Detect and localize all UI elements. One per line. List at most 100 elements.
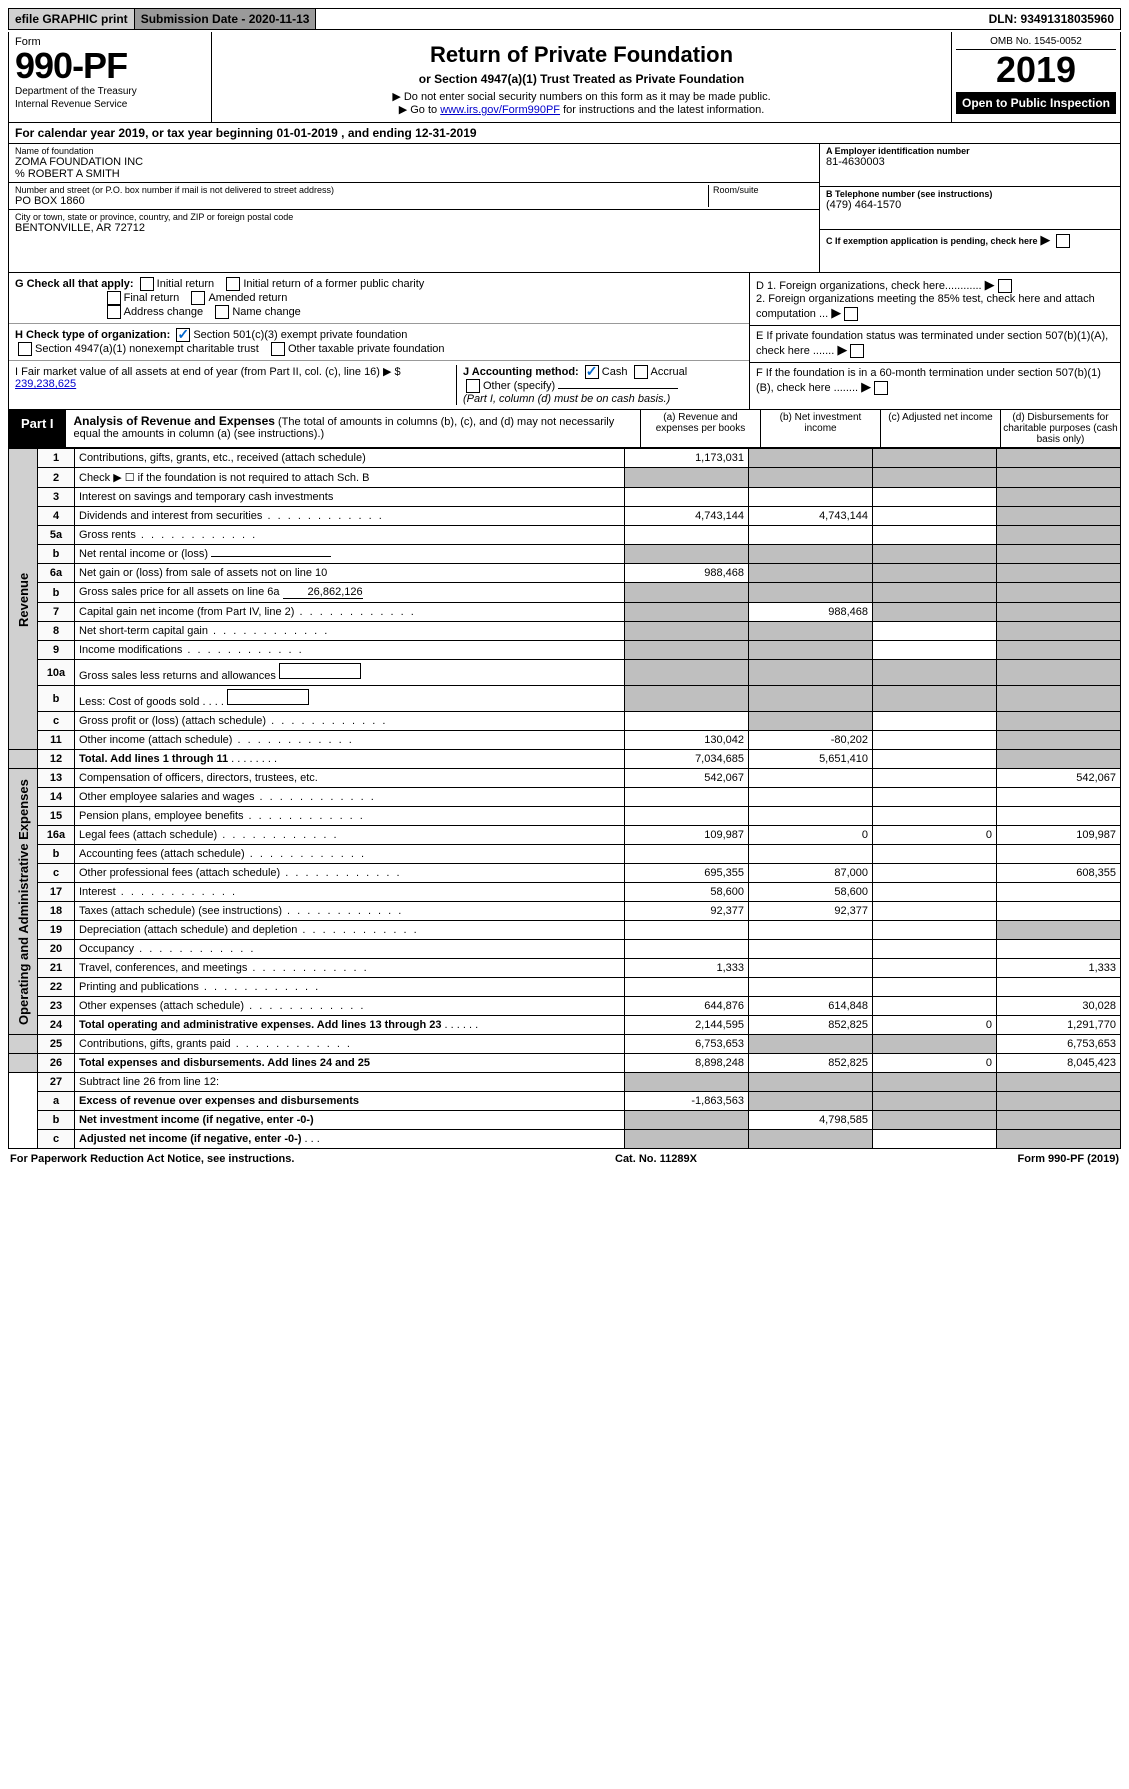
f-label: F If the foundation is in a 60-month ter… [756, 367, 1101, 394]
e-checkbox[interactable] [850, 344, 864, 358]
expenses-side-label: Operating and Administrative Expenses [9, 769, 38, 1035]
telephone: (479) 464-1570 [826, 199, 1114, 211]
col-d-header: (d) Disbursements for charitable purpose… [1000, 410, 1120, 447]
table-row: 7 Capital gain net income (from Part IV,… [9, 603, 1121, 622]
i-label: I Fair market value of all assets at end… [15, 366, 401, 378]
g-opt-2: Final return [124, 292, 180, 304]
table-row: 14 Other employee salaries and wages [9, 788, 1121, 807]
cash-checkbox[interactable] [585, 365, 599, 379]
amt-b [749, 449, 873, 468]
initial-return-checkbox[interactable] [140, 277, 154, 291]
tax-year: 2019 [956, 50, 1116, 90]
form-title-block: Return of Private Foundation or Section … [212, 32, 952, 122]
address-change-checkbox[interactable] [107, 305, 121, 319]
table-row: 21 Travel, conferences, and meetings 1,3… [9, 959, 1121, 978]
table-row: 19 Depreciation (attach schedule) and de… [9, 921, 1121, 940]
fmv-value[interactable]: 239,238,625 [15, 378, 76, 390]
table-row: 25 Contributions, gifts, grants paid 6,7… [9, 1035, 1121, 1054]
table-row: b Gross sales price for all assets on li… [9, 583, 1121, 603]
d2-label: 2. Foreign organizations meeting the 85%… [756, 293, 1095, 320]
g-opt-3: Amended return [208, 292, 287, 304]
checks-section: G Check all that apply: Initial return I… [8, 273, 1121, 410]
table-row: 10a Gross sales less returns and allowan… [9, 660, 1121, 686]
j-cash: Cash [602, 366, 628, 378]
g-opt-0: Initial return [157, 278, 214, 290]
open-to-public: Open to Public Inspection [956, 92, 1116, 114]
d2-checkbox[interactable] [844, 307, 858, 321]
dept-line2: Internal Revenue Service [15, 99, 205, 110]
revenue-side-label: Revenue [9, 449, 38, 750]
h-opt-3: Other taxable private foundation [288, 343, 445, 355]
address: PO BOX 1860 [15, 195, 708, 207]
table-row: 6a Net gain or (loss) from sale of asset… [9, 564, 1121, 583]
part1-header: Part I Analysis of Revenue and Expenses … [8, 410, 1121, 448]
entity-info: Name of foundation ZOMA FOUNDATION INC %… [8, 144, 1121, 273]
final-return-checkbox[interactable] [107, 291, 121, 305]
submission-date: Submission Date - 2020-11-13 [135, 9, 317, 29]
year-block: OMB No. 1545-0052 2019 Open to Public In… [952, 32, 1120, 122]
4947-checkbox[interactable] [18, 342, 32, 356]
part1-tab: Part I [9, 410, 66, 447]
part1-table: Revenue 1 Contributions, gifts, grants, … [8, 448, 1121, 1149]
h-label: H Check type of organization: [15, 329, 170, 341]
other-taxable-checkbox[interactable] [271, 342, 285, 356]
accrual-checkbox[interactable] [634, 365, 648, 379]
ein-label: A Employer identification number [826, 146, 1114, 156]
table-row: 26 Total expenses and disbursements. Add… [9, 1054, 1121, 1073]
amt-d [997, 449, 1121, 468]
table-row: Operating and Administrative Expenses 13… [9, 769, 1121, 788]
c-checkbox[interactable] [1056, 234, 1070, 248]
g-opt-1: Initial return of a former public charit… [243, 278, 424, 290]
g-opt-5: Name change [232, 306, 301, 318]
amt-a: 1,173,031 [625, 449, 749, 468]
j-note: (Part I, column (d) must be on cash basi… [463, 393, 670, 405]
g-label: G Check all that apply: [15, 278, 134, 290]
calendar-year-line: For calendar year 2019, or tax year begi… [8, 123, 1121, 144]
instructions-link[interactable]: www.irs.gov/Form990PF [440, 104, 560, 116]
h-opt-1: Section 501(c)(3) exempt private foundat… [193, 329, 407, 341]
tel-label: B Telephone number (see instructions) [826, 189, 1114, 199]
form-header: Form 990-PF Department of the Treasury I… [8, 32, 1121, 123]
dln: DLN: 93491318035960 [983, 9, 1120, 29]
address-label: Number and street (or P.O. box number if… [15, 185, 708, 195]
table-row: 22 Printing and publications [9, 978, 1121, 997]
col-c-header: (c) Adjusted net income [880, 410, 1000, 447]
table-row: 24 Total operating and administrative ex… [9, 1016, 1121, 1035]
d1-checkbox[interactable] [998, 279, 1012, 293]
other-method-checkbox[interactable] [466, 379, 480, 393]
room-label: Room/suite [713, 185, 813, 195]
efile-label: efile GRAPHIC print [9, 9, 135, 29]
501c3-checkbox[interactable] [176, 328, 190, 342]
d1-label: D 1. Foreign organizations, check here..… [756, 280, 982, 292]
col-b-header: (b) Net investment income [760, 410, 880, 447]
footer-left: For Paperwork Reduction Act Notice, see … [10, 1153, 294, 1165]
table-row: 2 Check ▶ ☐ if the foundation is not req… [9, 468, 1121, 488]
ssn-warning: ▶ Do not enter social security numbers o… [392, 91, 770, 103]
top-bar: efile GRAPHIC print Submission Date - 20… [8, 8, 1121, 30]
table-row: 17 Interest 58,600 58,600 [9, 883, 1121, 902]
care-of: % ROBERT A SMITH [15, 168, 813, 180]
foundation-name: ZOMA FOUNDATION INC [15, 156, 813, 168]
table-row: 12 Total. Add lines 1 through 11 . . . .… [9, 750, 1121, 769]
table-row: b Net investment income (if negative, en… [9, 1111, 1121, 1130]
table-row: c Adjusted net income (if negative, ente… [9, 1130, 1121, 1149]
table-row: b Accounting fees (attach schedule) [9, 845, 1121, 864]
name-change-checkbox[interactable] [215, 305, 229, 319]
j-accrual: Accrual [651, 366, 688, 378]
form-subtitle: or Section 4947(a)(1) Trust Treated as P… [218, 72, 945, 86]
initial-former-checkbox[interactable] [226, 277, 240, 291]
table-row: a Excess of revenue over expenses and di… [9, 1092, 1121, 1111]
amended-return-checkbox[interactable] [191, 291, 205, 305]
table-row: 20 Occupancy [9, 940, 1121, 959]
table-row: 16a Legal fees (attach schedule) 109,987… [9, 826, 1121, 845]
footer-mid: Cat. No. 11289X [615, 1153, 697, 1165]
table-row: 23 Other expenses (attach schedule) 644,… [9, 997, 1121, 1016]
table-row: 9 Income modifications [9, 641, 1121, 660]
goto-prefix: ▶ Go to [399, 104, 440, 116]
f-checkbox[interactable] [874, 381, 888, 395]
table-row: b Less: Cost of goods sold . . . . [9, 686, 1121, 712]
line-desc: Contributions, gifts, grants, etc., rece… [75, 449, 625, 468]
table-row: 11 Other income (attach schedule) 130,04… [9, 731, 1121, 750]
table-row: 27 Subtract line 26 from line 12: [9, 1073, 1121, 1092]
arrow-icon: ▶ [1040, 232, 1050, 247]
